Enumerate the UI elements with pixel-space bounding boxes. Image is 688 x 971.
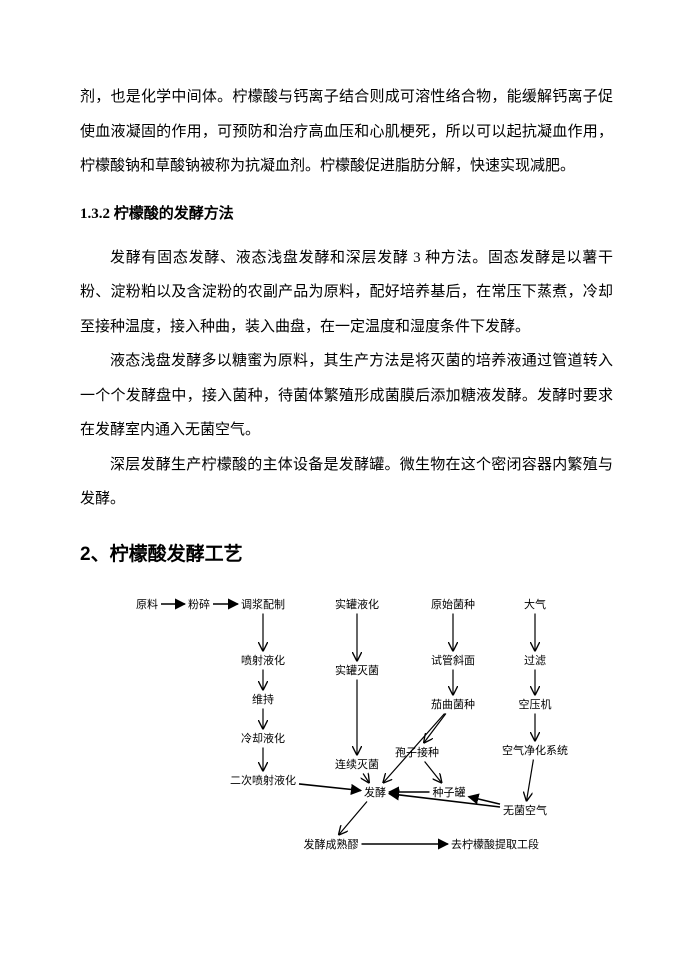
- heading-1-3-2: 1.3.2 柠檬酸的发酵方法: [80, 202, 613, 223]
- flow-node-n_zhongzi: 种子罐: [432, 785, 465, 799]
- flow-node-n_weichi: 维持: [252, 692, 274, 706]
- flow-node-n_fensui: 粉碎: [188, 597, 210, 611]
- flow-node-n_erci: 二次喷射液化: [230, 773, 296, 787]
- fermentation-flowchart: 原料 粉碎 调浆配制 实罐液化 原始菌种 大气喷射液化实罐灭菌 试管斜面 过滤维持 茄曲菌种 空压…: [107, 582, 587, 872]
- flow-node-n_shiguan: 试管斜面: [431, 653, 475, 667]
- flow-node-n_yuanshi: 原始菌种: [431, 597, 475, 611]
- flow-edge: [363, 773, 369, 782]
- flow-edge: [339, 801, 367, 834]
- paragraph-methods-3: 深层发酵生产柠檬酸的主体设备是发酵罐。微生物在这个密闭容器内繁殖与发酵。: [80, 448, 613, 517]
- paragraph-methods-1: 发酵有固态发酵、液态浅盘发酵和深层发酵 3 种方法。固态发酵是以薯干粉、淀粉粕以…: [80, 241, 613, 345]
- flow-node-n_shiguanmj: 实罐灭菌: [335, 663, 379, 677]
- flow-node-n_wujun: 无菌空气: [503, 803, 547, 817]
- flow-node-n_tiqu: 去柠檬酸提取工段: [451, 837, 539, 851]
- flow-node-n_yuanliao: 原料: [136, 597, 158, 611]
- heading-2: 2、柠檬酸发酵工艺: [80, 539, 613, 566]
- flowchart-container: 原料 粉碎 调浆配制 实罐液化 原始菌种 大气喷射液化实罐灭菌 试管斜面 过滤维持 茄曲菌种 空压…: [80, 582, 613, 872]
- flow-node-n_chengshu: 发酵成熟醪: [303, 837, 358, 851]
- flow-node-n_shiguanyh: 实罐液化: [335, 597, 379, 611]
- flow-node-n_guolv: 过滤: [524, 654, 546, 667]
- flow-node-n_lianxu: 连续灭菌: [335, 757, 379, 771]
- flow-node-n_fajiao: 发酵: [364, 785, 386, 799]
- flow-node-n_baozi: 孢子接种: [395, 745, 439, 759]
- flow-edge: [424, 713, 446, 742]
- flow-node-n_daqi: 大气: [524, 597, 546, 611]
- flow-node-n_tiaojiang: 调浆配制: [241, 597, 285, 611]
- paragraph-methods-2: 液态浅盘发酵多以糖蜜为原料，其生产方法是将灭菌的培养液通过管道转入一个个发酵盘中…: [80, 344, 613, 448]
- paragraph-continuation: 剂，也是化学中间体。柠檬酸与钙离子结合则成可溶性络合物，能缓解钙离子促使血液凝固…: [80, 80, 613, 184]
- flow-node-n_kongya: 空压机: [518, 697, 551, 711]
- flow-edge: [468, 796, 500, 804]
- flow-node-n_jinghua: 空气净化系统: [502, 743, 568, 757]
- flow-edge: [526, 759, 533, 800]
- flow-node-n_penshe: 喷射液化: [241, 653, 285, 667]
- flow-edge: [424, 761, 441, 782]
- flow-node-n_qiequ: 茄曲菌种: [431, 697, 475, 711]
- flow-node-n_lengque: 冷却液化: [241, 731, 285, 745]
- document-page: 剂，也是化学中间体。柠檬酸与钙离子结合则成可溶性络合物，能缓解钙离子促使血液凝固…: [0, 0, 688, 912]
- flow-edge: [299, 783, 361, 790]
